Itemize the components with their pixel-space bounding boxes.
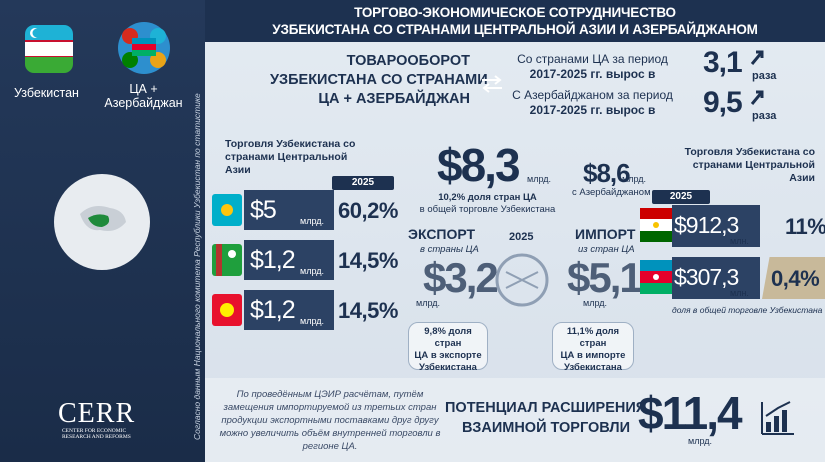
import-share-line: Узбекистана xyxy=(564,362,622,373)
potential-value: $11,4 xyxy=(638,387,743,439)
trade-share: 14,5% xyxy=(338,298,398,323)
globe xyxy=(54,174,150,270)
growth-value: 9,5 xyxy=(703,86,743,119)
logo-subtitle-line: CENTER FOR ECONOMIC xyxy=(62,428,127,434)
exchange-arrows xyxy=(482,75,502,93)
row-bar xyxy=(244,190,334,230)
trade-unit: млн. xyxy=(730,288,749,298)
potential-unit: млрд. xyxy=(688,436,712,446)
import-subtitle: из стран ЦА xyxy=(578,244,635,255)
import-unit: млрд. xyxy=(583,298,607,308)
growth-unit: раза xyxy=(752,70,777,82)
growth-line: 2017-2025 гг. вырос в xyxy=(529,67,656,81)
potential-title: ПОТЕНЦИАЛ РАСШИРЕНИЯ ВЗАИМНОЙ ТОРГОВЛИ xyxy=(445,398,647,438)
growth-text: Со странами ЦА за период 2017-2025 гг. в… xyxy=(505,52,680,82)
row-bar xyxy=(672,257,760,299)
total-value: $8,3 xyxy=(437,139,521,191)
trade-value: $1,2 xyxy=(250,246,296,274)
turkmenistan-flag xyxy=(212,244,242,276)
growth-value: 3,1 xyxy=(703,46,743,79)
trade-unit: млн. xyxy=(730,236,749,246)
trade-unit: млрд. xyxy=(300,316,324,326)
export-value: $3,2 xyxy=(423,254,499,301)
import-value: $5,1 xyxy=(567,254,643,301)
trade-year: 2025 xyxy=(509,231,534,243)
potential-title-line: ПОТЕНЦИАЛ РАСШИРЕНИЯ xyxy=(445,400,647,416)
total-share-line: 10,2% доля стран ЦА xyxy=(438,192,537,203)
logo-subtitle: CENTER FOR ECONOMIC RESEARCH AND REFORMS xyxy=(62,428,131,440)
potential-title-line: ВЗАИМНОЙ ТОРГОВЛИ xyxy=(462,420,630,436)
trade-unit: млрд. xyxy=(300,216,324,226)
trade-value: $1,2 xyxy=(250,296,296,324)
up-arrows xyxy=(750,50,764,105)
import-title: ИМПОРТ xyxy=(575,226,636,242)
import-share: 11,1% доля стран ЦА в импорте Узбекистан… xyxy=(552,322,634,373)
uzbekistan-flag xyxy=(25,25,73,73)
year-badge: 2025 xyxy=(652,190,710,204)
export-share-line: 9,8% доля стран xyxy=(424,326,472,349)
total-unit: млрд. xyxy=(527,174,551,184)
logo-subtitle-line: RESEARCH AND REFORMS xyxy=(62,434,131,440)
azerbaijan-flag xyxy=(640,260,672,294)
trade-value: $5 xyxy=(250,196,277,224)
export-share: 9,8% доля стран ЦА в экспорте Узбекистан… xyxy=(408,322,488,373)
sidebar: Узбекистан ЦА + Азербайджан Согласно дан… xyxy=(0,0,205,462)
export-share-line: Узбекистана xyxy=(419,362,477,373)
total-share: 10,2% доля стран ЦА в общей торговле Узб… xyxy=(405,192,570,216)
growth-icon xyxy=(761,401,794,435)
import-share-line: 11,1% доля стран xyxy=(566,326,620,349)
trade-share: 11% xyxy=(785,214,825,239)
footer-text: По проведённым ЦЭИР расчётам, путём заме… xyxy=(219,389,441,452)
trade-icon xyxy=(495,253,549,307)
export-title: ЭКСПОРТ xyxy=(408,226,476,242)
kyrgyzstan-flag xyxy=(212,294,242,326)
trade-share: 0,4% xyxy=(771,266,820,291)
panel-note: доля в общей торговле Узбекистана xyxy=(672,305,823,315)
tajikistan-flag xyxy=(640,208,672,242)
growth-line: 2017-2025 гг. вырос в xyxy=(529,103,656,117)
growth-line: Со странами ЦА за период xyxy=(517,52,668,66)
azerbaijan-value: $8,6 xyxy=(583,158,631,188)
turnover-title-line: ЦА + АЗЕРБАЙДЖАН xyxy=(318,91,470,107)
import-share-line: ЦА в импорте xyxy=(560,350,626,361)
row-bar xyxy=(244,290,334,330)
region-label: ЦА + Азербайджан xyxy=(104,82,183,110)
growth-line: С Азербайджаном за период xyxy=(512,88,673,102)
growth-unit: раза xyxy=(752,110,777,122)
turnover-title-line: УЗБЕКИСТАНА СО СТРАНАМИ xyxy=(270,72,488,88)
turnover-title-line: ТОВАРООБОРОТ xyxy=(346,53,470,69)
azerbaijan-label: с Азербайджаном xyxy=(572,187,651,198)
trade-share: 14,5% xyxy=(338,248,398,273)
panel-title: Торговля Узбекистана со странами Централ… xyxy=(684,146,815,184)
export-share-line: ЦА в экспорте xyxy=(414,350,482,361)
title-line: ТОРГОВО-ЭКОНОМИЧЕСКОЕ СОТРУДНИЧЕСТВО xyxy=(354,5,676,20)
trade-unit: млрд. xyxy=(300,266,324,276)
year-badge: 2025 xyxy=(332,176,394,190)
region-icon xyxy=(118,22,170,74)
turnover-title: ТОВАРООБОРОТ УЗБЕКИСТАНА СО СТРАНАМИ ЦА … xyxy=(270,52,488,109)
source-note: Согласно данным Национального комитета Р… xyxy=(192,93,202,440)
trade-value: $912,3 xyxy=(674,212,739,238)
footer-band xyxy=(205,378,825,462)
export-unit: млрд. xyxy=(416,298,440,308)
growth-text: С Азербайджаном за период 2017-2025 гг. … xyxy=(505,88,680,118)
row-bar xyxy=(672,205,760,247)
row-bar xyxy=(244,240,334,280)
share-highlight xyxy=(762,257,825,299)
export-subtitle: в страны ЦА xyxy=(420,244,479,255)
trade-value: $307,3 xyxy=(674,264,739,290)
title-line: УЗБЕКИСТАНА СО СТРАНАМИ ЦЕНТРАЛЬНОЙ АЗИИ… xyxy=(272,22,758,37)
country-label: Узбекистан xyxy=(14,86,79,100)
header: ТОРГОВО-ЭКОНОМИЧЕСКОЕ СОТРУДНИЧЕСТВО УЗБ… xyxy=(205,0,825,42)
trade-share: 60,2% xyxy=(338,198,398,223)
logo: CERR xyxy=(58,398,136,429)
kazakhstan-flag xyxy=(212,194,242,226)
total-share-line: в общей торговле Узбекистана xyxy=(419,204,556,215)
azerbaijan-unit: млрд. xyxy=(622,174,646,184)
panel-title: Торговля Узбекистана со странами Централ… xyxy=(225,138,356,176)
